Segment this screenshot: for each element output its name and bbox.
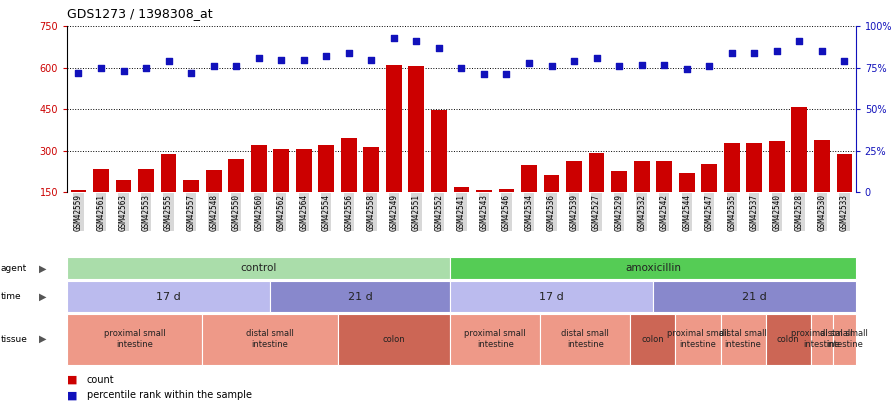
Text: colon: colon xyxy=(642,335,664,344)
Point xyxy=(297,56,311,63)
Bar xyxy=(769,141,785,234)
Text: agent: agent xyxy=(1,264,27,273)
Text: control: control xyxy=(240,263,277,273)
Bar xyxy=(656,160,672,234)
Point xyxy=(319,53,333,60)
Bar xyxy=(340,138,357,234)
Bar xyxy=(386,64,401,234)
Point xyxy=(72,70,86,76)
Text: GDS1273 / 1398308_at: GDS1273 / 1398308_at xyxy=(67,7,213,20)
Point xyxy=(567,58,582,64)
Text: proximal small
intestine: proximal small intestine xyxy=(668,330,728,349)
Bar xyxy=(138,169,154,234)
Text: proximal small
intestine: proximal small intestine xyxy=(104,330,166,349)
Bar xyxy=(814,141,830,234)
Point xyxy=(792,38,806,45)
Point xyxy=(139,64,153,71)
Bar xyxy=(93,169,109,234)
Point xyxy=(94,64,108,71)
Bar xyxy=(544,175,559,234)
Point xyxy=(364,56,378,63)
Bar xyxy=(476,190,492,234)
Bar xyxy=(296,149,312,234)
Point xyxy=(770,48,784,54)
Bar xyxy=(521,165,537,234)
Point xyxy=(409,38,424,45)
Point xyxy=(590,55,604,61)
Point xyxy=(184,70,198,76)
Point xyxy=(432,45,446,51)
Bar xyxy=(679,173,694,234)
Point xyxy=(679,66,694,73)
Point xyxy=(725,50,739,56)
Point xyxy=(274,56,289,63)
Text: 17 d: 17 d xyxy=(156,292,181,302)
Point xyxy=(545,63,559,69)
Text: proximal small
intestine: proximal small intestine xyxy=(791,330,853,349)
Text: ■: ■ xyxy=(67,375,78,385)
Bar xyxy=(228,159,244,234)
Bar xyxy=(724,143,740,234)
Point xyxy=(454,64,469,71)
Bar xyxy=(318,145,334,234)
Point xyxy=(747,50,762,56)
Text: distal small
intestine: distal small intestine xyxy=(562,330,609,349)
Bar xyxy=(589,153,605,234)
Bar xyxy=(160,153,177,234)
Bar xyxy=(431,110,447,234)
Text: distal small
intestine: distal small intestine xyxy=(821,330,868,349)
Bar xyxy=(183,181,199,234)
Text: tissue: tissue xyxy=(1,335,28,344)
Point xyxy=(387,35,401,41)
Point xyxy=(612,63,626,69)
Bar xyxy=(566,161,582,234)
Bar xyxy=(837,153,852,234)
Point xyxy=(206,63,220,69)
Point xyxy=(702,63,717,69)
Text: percentile rank within the sample: percentile rank within the sample xyxy=(87,390,252,401)
Bar xyxy=(273,149,289,234)
Point xyxy=(229,63,244,69)
Bar xyxy=(702,164,717,234)
Text: proximal small
intestine: proximal small intestine xyxy=(464,330,526,349)
Text: 21 d: 21 d xyxy=(742,292,767,302)
Bar xyxy=(633,161,650,234)
Point xyxy=(521,60,536,66)
Point xyxy=(116,68,131,75)
Text: ▶: ▶ xyxy=(39,334,46,344)
Bar xyxy=(251,145,267,234)
Text: time: time xyxy=(1,292,22,301)
Text: count: count xyxy=(87,375,115,385)
Text: amoxicillin: amoxicillin xyxy=(625,263,681,273)
Text: ▶: ▶ xyxy=(39,292,46,302)
Bar xyxy=(206,170,221,234)
Point xyxy=(477,71,491,78)
Text: distal small
intestine: distal small intestine xyxy=(246,330,294,349)
Bar xyxy=(116,181,132,234)
Point xyxy=(657,61,671,68)
Bar xyxy=(746,143,762,234)
Bar xyxy=(364,147,379,234)
Text: colon: colon xyxy=(383,335,405,344)
Bar xyxy=(791,107,807,234)
Point xyxy=(341,50,356,56)
Text: 17 d: 17 d xyxy=(539,292,564,302)
Bar xyxy=(409,66,425,234)
Point xyxy=(252,55,266,61)
Point xyxy=(634,61,649,68)
Point xyxy=(499,71,513,78)
Text: 21 d: 21 d xyxy=(348,292,373,302)
Point xyxy=(161,58,176,64)
Bar xyxy=(71,190,86,234)
Text: ▶: ▶ xyxy=(39,263,46,273)
Bar xyxy=(611,171,627,234)
Text: colon: colon xyxy=(777,335,799,344)
Point xyxy=(837,58,851,64)
Point xyxy=(814,48,829,54)
Text: distal small
intestine: distal small intestine xyxy=(719,330,767,349)
Bar xyxy=(498,189,514,234)
Text: ■: ■ xyxy=(67,390,78,401)
Bar xyxy=(453,188,470,234)
